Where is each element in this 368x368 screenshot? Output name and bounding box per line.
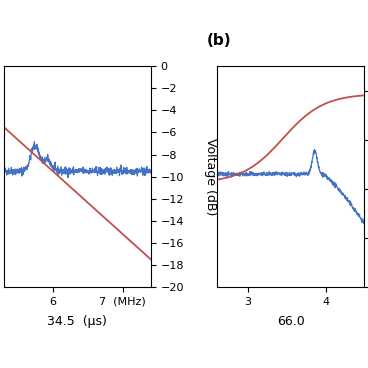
X-axis label: 66.0: 66.0 bbox=[277, 315, 305, 328]
Text: (b): (b) bbox=[207, 33, 231, 48]
X-axis label: 34.5  (μs): 34.5 (μs) bbox=[47, 315, 107, 328]
Y-axis label: Voltage (dB): Voltage (dB) bbox=[204, 138, 216, 215]
